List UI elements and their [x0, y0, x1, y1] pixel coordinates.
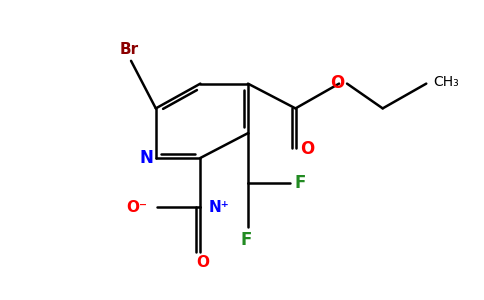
Text: N⁺: N⁺ [208, 200, 229, 215]
Text: F: F [240, 231, 252, 249]
Text: O: O [330, 74, 344, 92]
Text: O: O [196, 255, 209, 270]
Text: CH₃: CH₃ [433, 75, 459, 88]
Text: Br: Br [120, 42, 138, 57]
Text: O⁻: O⁻ [126, 200, 147, 215]
Text: F: F [294, 174, 306, 192]
Text: N: N [140, 149, 154, 167]
Text: O: O [301, 140, 315, 158]
